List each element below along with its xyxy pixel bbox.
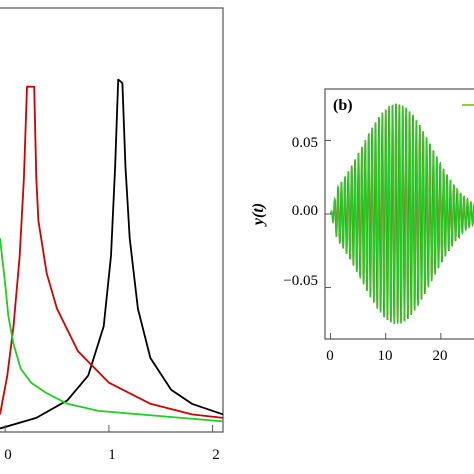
- panel-a-series-1: [0, 85, 223, 419]
- panel-a-series-2: [0, 238, 223, 423]
- panel-b-curves: [329, 103, 474, 324]
- panel-a-frame: [0, 7, 224, 433]
- panel-b-series-1: [330, 103, 474, 324]
- panel-a-x-tick-label-1: 1: [108, 447, 116, 463]
- panel-b-y-axis-title: y(t): [250, 203, 267, 227]
- panel-b-x-tick-label-0: 0: [326, 348, 334, 364]
- panel-b-y-tick-label-1: 0.00: [292, 203, 318, 219]
- panel-b-x-tick-label-1: 10: [378, 348, 393, 364]
- panel-b-x-tick-label-2: 20: [433, 348, 448, 364]
- panel-b-y-tick-label-0: 0.05: [292, 135, 318, 151]
- panel-a-x-tick-label-2: 2: [212, 447, 220, 463]
- panel-a-x-tick-label-0: 0: [4, 447, 12, 463]
- panel-b: (b) y(t) 0.05 0.00 −0.05 0 10 20: [250, 88, 474, 364]
- panel-a-curves: [0, 78, 223, 430]
- panel-b-ticks: [325, 139, 442, 339]
- panel-b-label: (b): [333, 97, 353, 114]
- panel-a-x-ticks: [4, 425, 214, 432]
- panel-a: 0 1 2: [0, 7, 224, 463]
- panel-a-series-0: [0, 78, 223, 430]
- panel-b-y-tick-label-2: −0.05: [283, 273, 318, 289]
